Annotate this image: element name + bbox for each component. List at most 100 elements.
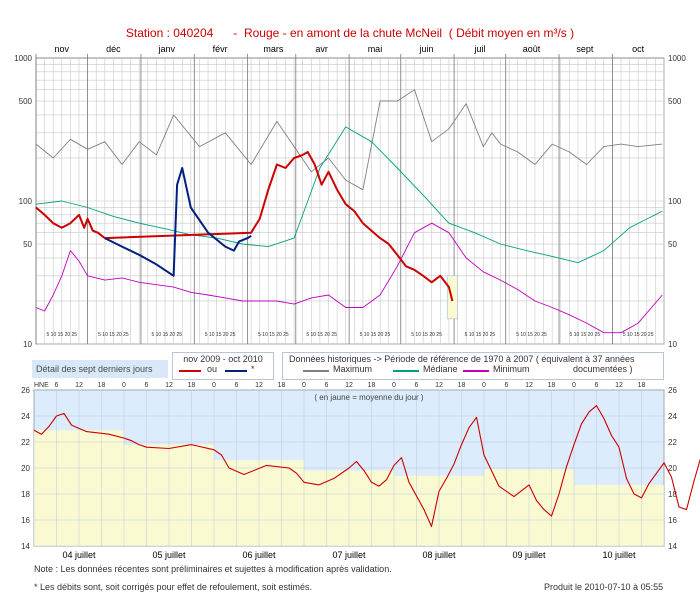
footer-note: Note : Les données récentes sont prélimi…	[34, 564, 392, 574]
month-label: mai	[368, 44, 383, 54]
historical-legend: Données historiques -> Période de référe…	[282, 352, 664, 380]
detail-y-tick-right: 14	[668, 542, 677, 551]
month-label: août	[523, 44, 541, 54]
y-tick-left: 1000	[14, 54, 32, 63]
hour-tick: 6	[145, 382, 149, 389]
detail-title: Détail des sept derniers jours	[32, 360, 168, 378]
detail-y-tick-right: 26	[668, 386, 677, 395]
day-tick-label: 5 10 15 20 25	[360, 332, 391, 338]
series-observed	[35, 151, 454, 302]
detail-legend-text: ( en jaune = moyenne du jour )	[314, 393, 424, 402]
hour-tick: 12	[255, 382, 263, 389]
month-label: avr	[315, 44, 328, 54]
day-tick-label: 5 10 15 20 25	[151, 332, 182, 338]
day-tick-label: 5 10 15 20 25	[623, 332, 654, 338]
hour-tick: 12	[165, 382, 173, 389]
hour-tick: 18	[188, 382, 196, 389]
day-label: 10 juillet	[602, 550, 636, 560]
hour-tick: 18	[278, 382, 286, 389]
detail-series	[33, 405, 700, 528]
detail-y-tick-left: 14	[21, 542, 30, 551]
month-label: févr	[213, 44, 228, 54]
day-tick-label: 5 10 15 20 25	[516, 332, 547, 338]
hour-tick: 6	[595, 382, 599, 389]
month-label: nov	[55, 44, 70, 54]
day-label: 07 juillet	[332, 550, 366, 560]
observed-label: ou	[207, 364, 218, 374]
day-tick-label: 5 10 15 20 25	[411, 332, 442, 338]
detail-y-tick-right: 18	[668, 490, 677, 499]
max-swatch	[303, 370, 329, 372]
period-legend: nov 2009 - oct 2010 ou *	[172, 352, 274, 380]
corrected-label: *	[251, 364, 255, 374]
corrected-swatch	[225, 370, 247, 372]
y-tick-left: 50	[23, 240, 32, 249]
detail-chart: HNE 6 12 18 0 6 12 18 0 6 12 18 0 6 12 18 0 6 12 18 0 6 12 18 0 6…	[21, 382, 700, 560]
detail-y-tick-left: 22	[21, 438, 30, 447]
month-label: mars	[263, 44, 283, 54]
hour-tick: 12	[75, 382, 83, 389]
hour-tick: 0	[212, 382, 216, 389]
hour-tick: 6	[325, 382, 329, 389]
hour-tick: 0	[302, 382, 306, 389]
day-label: 05 juillet	[152, 550, 186, 560]
y-tick-right: 10	[668, 340, 677, 349]
detail-y-tick-right: 24	[668, 412, 677, 421]
hour-tick: 0	[122, 382, 126, 389]
min-swatch	[463, 370, 489, 372]
hour-tick: 6	[55, 382, 59, 389]
y-tick-left: 100	[19, 197, 33, 206]
hour-tick: 6	[235, 382, 239, 389]
hour-tick: 6	[505, 382, 509, 389]
month-label: janv	[158, 44, 176, 54]
day-label: 06 juillet	[242, 550, 276, 560]
hour-tick: 6	[415, 382, 419, 389]
detail-y-tick-left: 26	[21, 386, 30, 395]
month-label: déc	[106, 44, 121, 54]
hour-tick: 18	[638, 382, 646, 389]
day-tick-label: 5 10 15 20 25	[258, 332, 289, 338]
month-label: sept	[576, 44, 594, 54]
day-label: 09 juillet	[512, 550, 546, 560]
y-tick-left: 500	[19, 97, 33, 106]
hour-tick: 18	[368, 382, 376, 389]
hour-tick: 0	[392, 382, 396, 389]
detail-y-tick-right: 22	[668, 438, 677, 447]
footer-asterisk: * Les débits sont, soit corrigés pour ef…	[34, 582, 312, 592]
y-tick-left: 10	[23, 340, 32, 349]
day-tick-label: 5 10 15 20 25	[47, 332, 78, 338]
hour-tick: 0	[482, 382, 486, 389]
day-tick-label: 5 10 15 20 25	[570, 332, 601, 338]
page-title: Station : 040204 - Rouge - en amont de l…	[125, 26, 575, 40]
day-tick-label: 5 10 15 20 25	[306, 332, 337, 338]
annual-chart: nov 5 10 15 20 25 déc 5 10 15 20 25 janv 5 10…	[14, 44, 686, 349]
detail-y-tick-left: 16	[21, 516, 30, 525]
detail-y-tick-left: 24	[21, 412, 30, 421]
y-tick-right: 1000	[668, 54, 686, 63]
hour-tick: 18	[548, 382, 556, 389]
hour-tick: HNE	[34, 382, 49, 389]
historical-label: Données historiques -> Période de référe…	[289, 354, 635, 364]
day-label: 04 juillet	[62, 550, 96, 560]
max-label: Maximum	[333, 364, 373, 374]
y-tick-right: 500	[668, 97, 682, 106]
median-label: Médiane	[423, 364, 458, 374]
detail-y-tick-right: 20	[668, 464, 677, 473]
month-label: juin	[419, 44, 434, 54]
month-label: oct	[632, 44, 645, 54]
detail-y-tick-left: 18	[21, 490, 30, 499]
hour-tick: 12	[615, 382, 623, 389]
detail-y-tick-left: 20	[21, 464, 30, 473]
day-tick-label: 5 10 15 20 25	[98, 332, 129, 338]
series-minimum	[35, 222, 663, 334]
series-corrected	[104, 167, 252, 277]
median-swatch	[393, 370, 419, 372]
hour-tick: 18	[458, 382, 466, 389]
hour-tick: 18	[98, 382, 106, 389]
hour-tick: 12	[525, 382, 533, 389]
y-tick-right: 50	[668, 240, 677, 249]
hour-tick: 0	[572, 382, 576, 389]
day-tick-label: 5 10 15 20 25	[465, 332, 496, 338]
documented-label: documentées )	[573, 364, 633, 374]
series-médiane	[35, 126, 663, 264]
